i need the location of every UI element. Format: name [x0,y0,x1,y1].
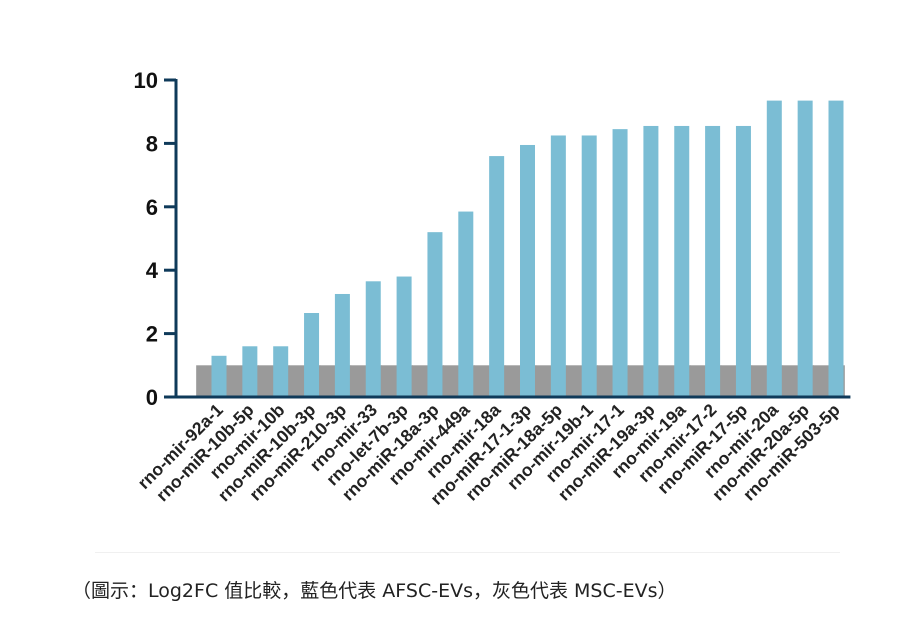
afsc-bar [674,125,690,398]
afsc-bar [643,125,659,398]
afsc-bar [273,346,289,397]
afsc-bar [520,144,535,397]
afsc-bar [735,125,751,398]
afsc-bar [828,100,844,398]
afsc-bar [581,135,597,398]
afsc-bar [612,129,628,397]
afsc-bar [427,232,443,397]
afsc-bar [304,313,320,397]
y-tick-label: 8 [146,131,158,156]
afsc-bar [797,100,813,398]
afsc-bar [766,100,782,398]
y-tick-label: 6 [146,195,158,220]
figure-caption: （圖示：Log2FC 值比較，藍色代表 AFSC-EVs，灰色代表 MSC-EV… [72,580,677,602]
afsc-bar [489,156,505,397]
y-tick-label: 0 [146,385,158,410]
bar-chart: 0246810rno-mir-92a-1rno-miR-10b-5prno-mi… [134,68,851,509]
afsc-bar [242,346,258,397]
afsc-series [211,100,844,398]
afsc-bar [334,293,350,397]
afsc-bar [705,125,721,398]
y-tick-label: 4 [146,258,159,283]
afsc-bar [365,281,381,397]
y-tick-label: 10 [134,68,158,93]
y-tick-label: 2 [146,322,158,347]
divider [95,552,840,553]
afsc-bar [550,135,566,398]
afsc-bar [211,355,227,397]
afsc-bar [396,276,412,397]
axes [164,78,851,399]
afsc-bar [458,211,474,397]
